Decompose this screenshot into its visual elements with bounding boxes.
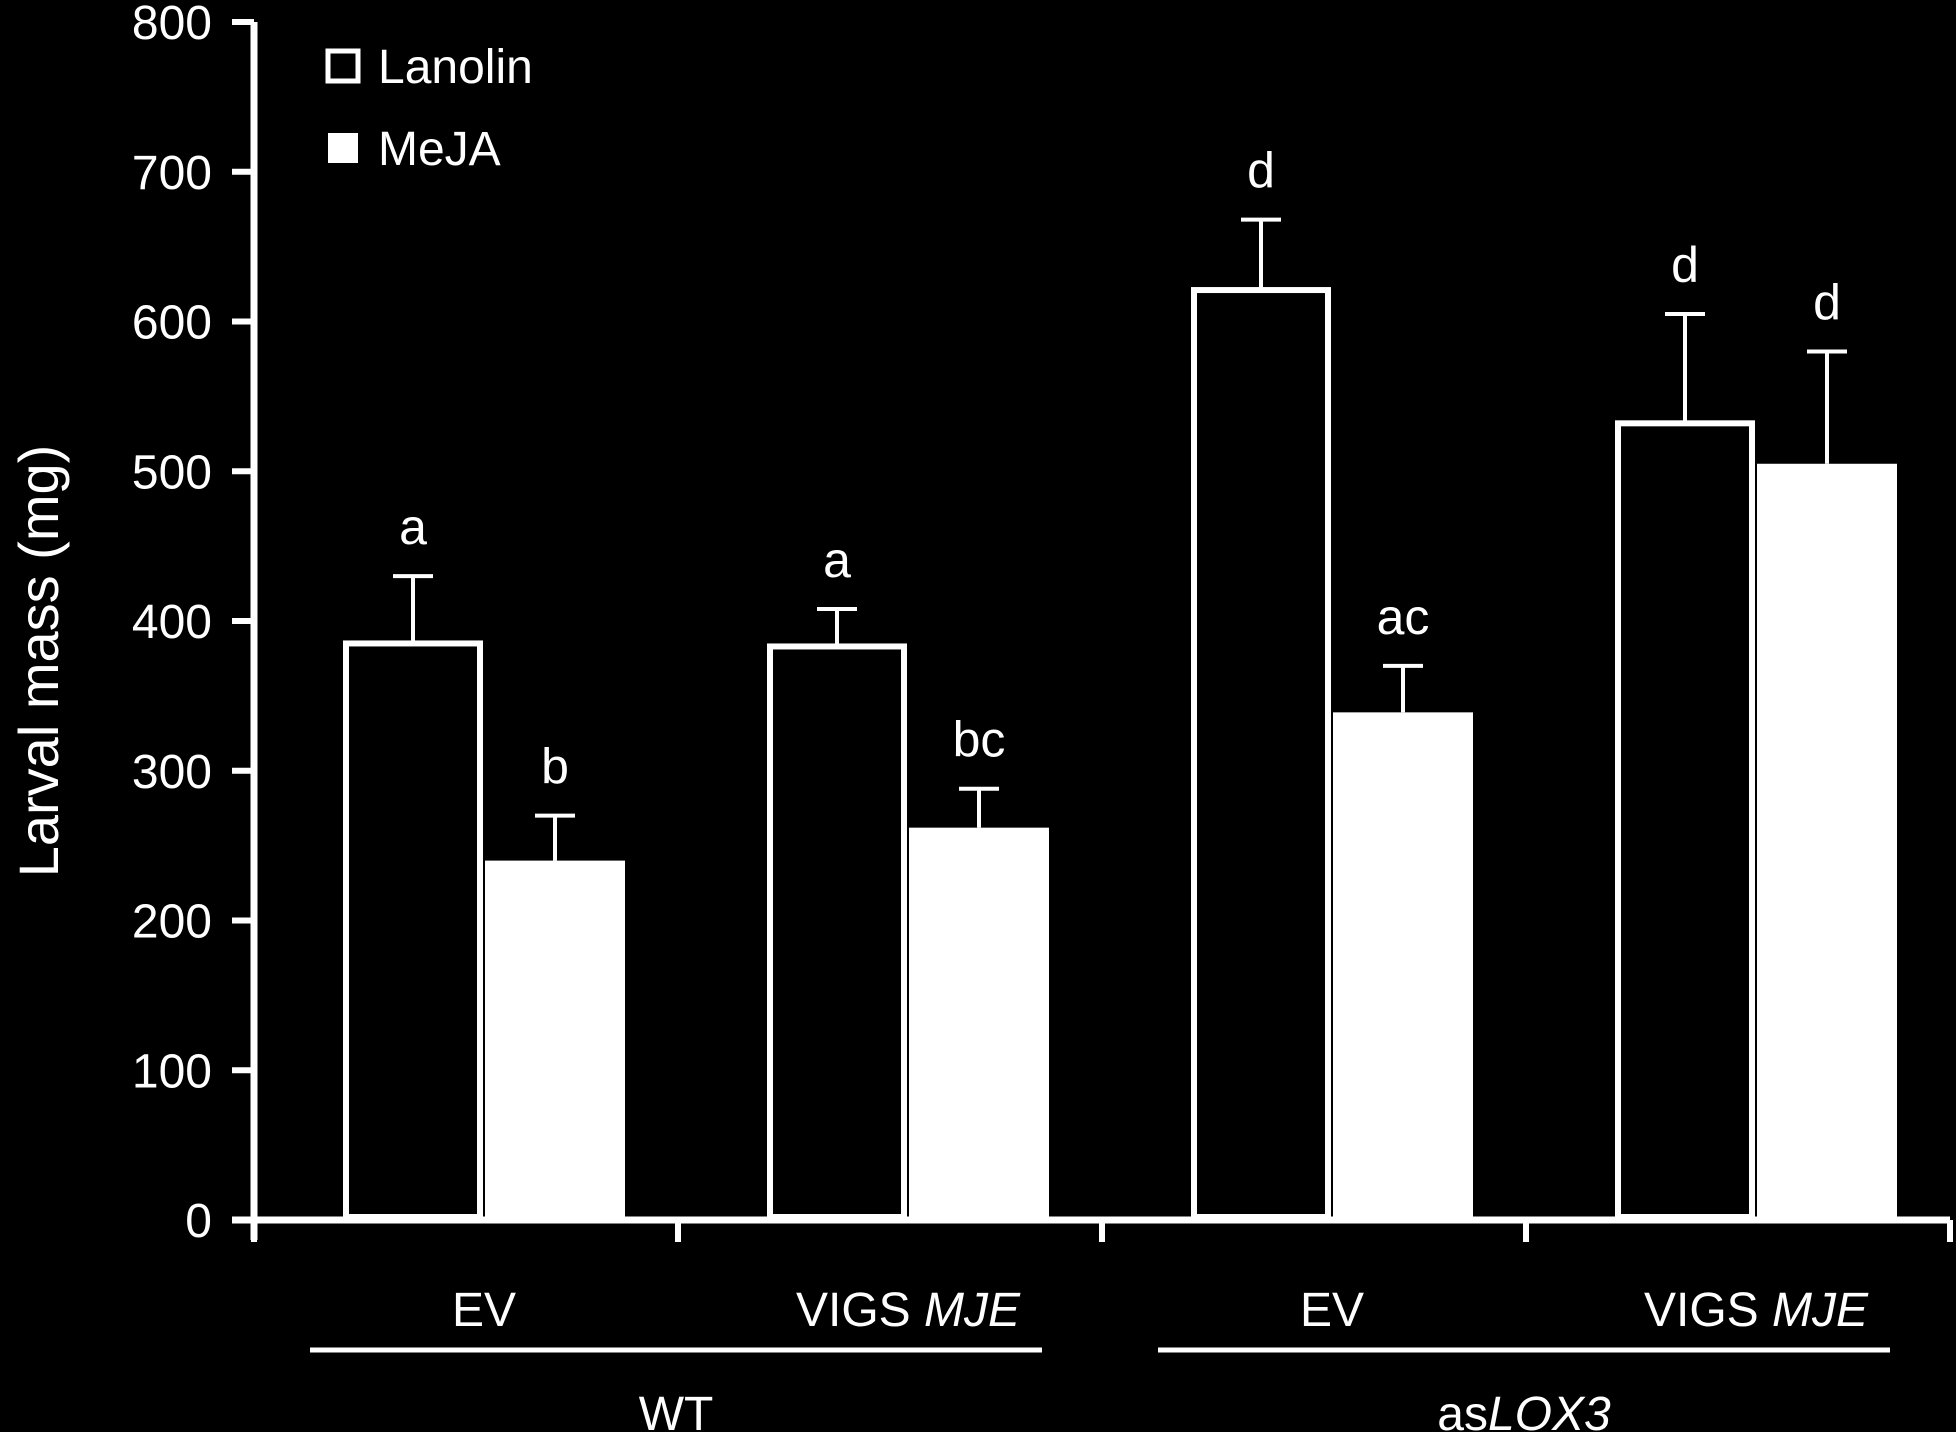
y-tick-label: 300 xyxy=(132,746,212,799)
significance-letter: d xyxy=(1671,237,1699,293)
legend-label-meja: MeJA xyxy=(378,123,501,176)
group-label: WT xyxy=(639,1388,714,1432)
significance-letter: d xyxy=(1247,143,1275,199)
bar-meja xyxy=(485,860,625,1220)
significance-letter: ac xyxy=(1377,589,1430,645)
bar-lanolin xyxy=(1615,420,1755,1220)
x-category-label: EV xyxy=(452,1284,516,1337)
y-tick-label: 400 xyxy=(132,596,212,649)
significance-letter: d xyxy=(1813,274,1841,330)
y-tick-label: 200 xyxy=(132,896,212,949)
legend-swatch-meja xyxy=(328,133,358,163)
y-tick-label: 800 xyxy=(132,0,212,50)
legend-swatch-lanolin xyxy=(325,48,361,84)
bar-lanolin xyxy=(1191,287,1331,1220)
significance-letter: bc xyxy=(953,712,1006,768)
group-label: asLOX3 xyxy=(1437,1388,1611,1432)
y-axis-title: Larval mass (mg) xyxy=(7,445,70,878)
legend-label-lanolin: Lanolin xyxy=(378,41,533,94)
bar-lanolin xyxy=(343,640,483,1220)
bar-meja xyxy=(1333,712,1473,1220)
bar-meja xyxy=(909,827,1049,1220)
y-tick-label: 500 xyxy=(132,446,212,499)
y-tick-label: 100 xyxy=(132,1045,212,1098)
significance-letter: b xyxy=(541,739,569,795)
y-tick-label: 0 xyxy=(185,1195,212,1248)
significance-letter: a xyxy=(399,499,427,555)
significance-letter: a xyxy=(823,532,851,588)
y-tick-label: 700 xyxy=(132,147,212,200)
x-category-label: EV xyxy=(1300,1284,1364,1337)
bar-meja xyxy=(1757,463,1897,1220)
bar-lanolin xyxy=(767,643,907,1220)
y-tick-label: 600 xyxy=(132,297,212,350)
x-category-label: VIGS MJE xyxy=(796,1284,1021,1337)
x-category-label: VIGS MJE xyxy=(1644,1284,1869,1337)
